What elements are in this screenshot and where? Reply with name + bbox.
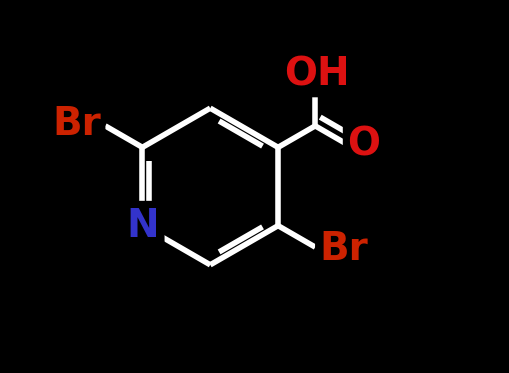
Text: Br: Br	[318, 230, 367, 268]
Text: OH: OH	[284, 56, 349, 93]
Text: O: O	[346, 126, 379, 163]
Text: N: N	[126, 207, 158, 245]
Text: Br: Br	[52, 105, 101, 143]
